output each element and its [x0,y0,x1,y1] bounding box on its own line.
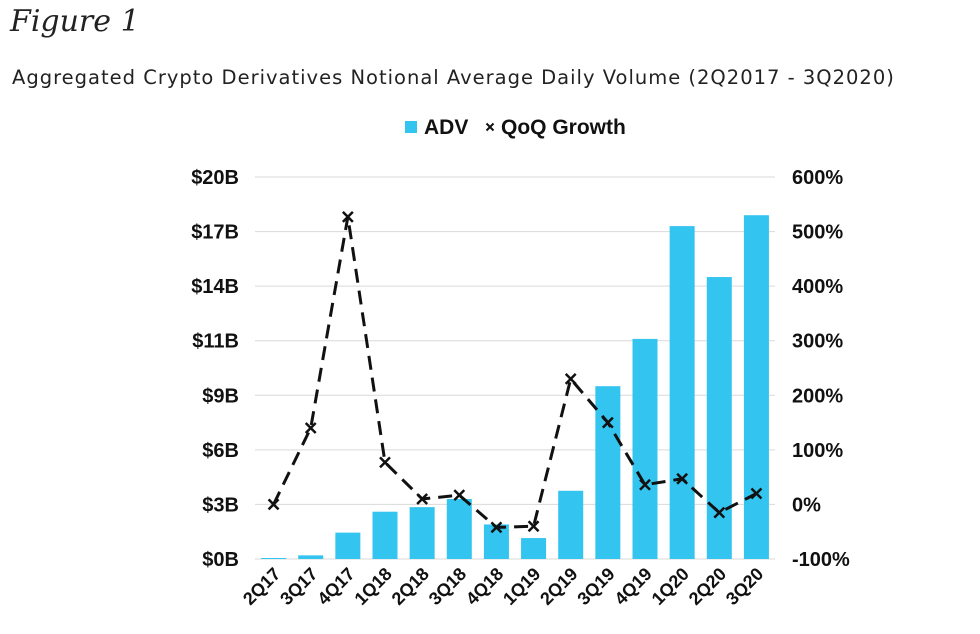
adv-bar [743,215,769,559]
category-label: 2Q17 [239,564,284,609]
qoq-growth-point [713,506,726,519]
left-axis-tick-label: $6B [202,440,239,462]
qoq-growth-series-line [272,215,758,529]
qoq-growth-point [750,487,763,500]
qoq-growth-point [601,416,614,429]
category-label: 3Q18 [425,564,470,609]
category-label: 1Q18 [351,564,396,609]
category-label: 2Q20 [685,564,730,609]
qoq-growth-marker-stroke [341,210,354,223]
qoq-growth-point [416,493,429,505]
legend-qoq-label: QoQ Growth [501,116,626,139]
adv-bar [632,338,658,559]
adv-bar [521,538,547,559]
legend-qoq-marker [485,122,495,132]
gridlines [255,176,775,560]
legend: ADV QoQ Growth [405,116,626,139]
qoq-growth-point [490,521,503,534]
category-label: 2Q18 [388,564,433,609]
adv-bar [483,524,509,559]
category-label: 1Q20 [648,564,693,609]
category-label: 3Q20 [722,564,767,609]
qoq-growth-point [676,472,689,485]
right-axis-tick-label: 400% [792,276,843,298]
adv-bar [706,277,732,559]
left-axis-tick-label: $9B [202,385,239,407]
right-axis-tick-label: 0% [792,494,821,516]
adv-bar [335,532,361,559]
right-axis-tick-label: 100% [792,440,843,462]
qoq-growth-point [379,456,391,469]
adv-bar [669,226,695,559]
adv-bars [261,215,769,559]
qoq-growth-point [304,422,317,434]
right-axis-tick-label: 500% [792,222,843,244]
qoq-growth-marker-stroke [379,456,391,469]
left-axis-tick-label: $17B [191,222,239,244]
right-axis-tick-label: 300% [792,331,843,353]
qoq-growth-point [564,373,577,385]
legend-adv-swatch [405,121,417,133]
category-axis: 2Q173Q174Q171Q182Q183Q184Q181Q192Q193Q19… [239,564,767,609]
left-axis-tick-label: $14B [191,276,239,298]
qoq-growth-marker-stroke [750,487,763,500]
category-label: 3Q19 [573,564,618,609]
qoq-growth-marker-stroke [416,493,429,505]
qoq-growth-line [267,210,763,534]
adv-bar [558,490,584,559]
right-axis-tick-label: 200% [792,385,843,407]
qoq-growth-marker-stroke [304,422,317,434]
right-axis: -100% 0% 100% 200% 300% 400% 500% 600% [792,167,850,571]
category-label: 4Q19 [611,564,656,609]
left-axis: $0B $3B $6B $9B $11B $14B $17B $20B [191,167,239,571]
legend-adv-label: ADV [424,116,468,139]
figure-label: Figure 1 [10,4,140,39]
adv-bar [446,498,472,559]
right-axis-tick-label: 600% [792,167,843,189]
adv-bar [595,386,621,559]
category-label: 1Q19 [499,564,544,609]
left-axis-tick-label: $3B [202,494,239,516]
category-label: 2Q19 [536,564,581,609]
chart-title: Aggregated Crypto Derivatives Notional A… [12,66,895,89]
qoq-growth-marker-stroke [453,489,466,502]
qoq-growth-marker-stroke [527,520,540,533]
qoq-growth-marker-stroke [267,498,280,511]
qoq-growth-marker-stroke [713,506,726,519]
left-axis-tick-label: $11B [192,331,239,353]
qoq-growth-marker-stroke [639,478,651,491]
category-label: 3Q17 [276,564,321,609]
left-axis-tick-label: $0B [202,549,239,571]
category-label: 4Q17 [313,564,358,609]
left-axis-tick-label: $20B [191,167,239,189]
legend-qoq-marker-stroke [485,122,495,132]
category-label: 4Q18 [462,564,507,609]
qoq-growth-marker-stroke [564,373,577,385]
qoq-growth-point [453,489,466,502]
adv-bar [409,507,435,559]
qoq-growth-point [639,478,651,491]
adv-bar [298,555,324,559]
qoq-growth-marker-stroke [490,521,503,534]
qoq-growth-point [527,520,540,533]
adv-bar [261,558,287,559]
qoq-growth-marker-stroke [601,416,614,429]
qoq-growth-marker-stroke [676,472,689,485]
right-axis-tick-label: -100% [792,549,850,571]
qoq-growth-point [267,498,280,511]
qoq-growth-point [341,210,354,223]
adv-bar [372,511,398,559]
